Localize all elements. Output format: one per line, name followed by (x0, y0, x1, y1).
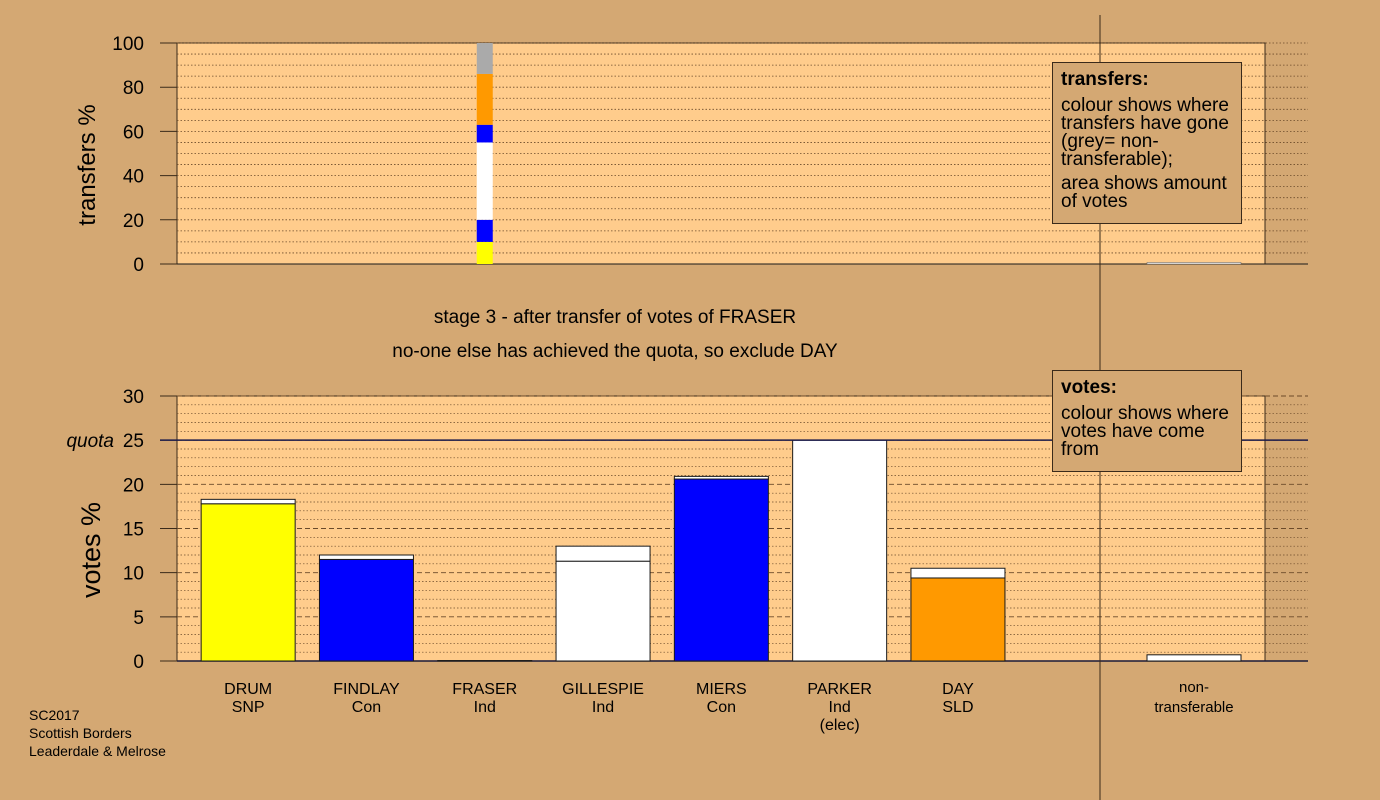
votes-legend-line1: colour shows where votes have come from (1061, 403, 1229, 460)
transfers-legend-line2: area shows amount of votes (1061, 173, 1227, 212)
candidate-party: SNP (232, 699, 265, 716)
candidate-name: FINDLAY (333, 681, 400, 698)
votes-tick-label: 5 (133, 608, 144, 629)
vote-bar (200, 503, 296, 662)
transfers-legend-title: transfers: (1061, 69, 1149, 90)
transfers-tick-label: 60 (123, 122, 144, 143)
quota-label: quota (66, 431, 114, 452)
votes-legend: votes: colour shows where votes have com… (1052, 370, 1242, 472)
candidate-party: SLD (942, 699, 973, 716)
votes-tick-label: 20 (123, 475, 144, 496)
transfer-segment (476, 124, 493, 143)
votes-tick-label: 30 (123, 387, 144, 408)
transfer-segment (476, 73, 493, 125)
stage-caption: stage 3 - after transfer of votes of FRA… (434, 307, 796, 328)
vote-bar-transfer (318, 554, 414, 560)
votes-axis-label: votes % (76, 502, 106, 598)
vote-bar-transfer (910, 567, 1006, 579)
nontransferable-label: non- (1179, 679, 1209, 696)
vote-bar (555, 560, 651, 662)
quota-caption: no-one else has achieved the quota, so e… (392, 341, 838, 362)
vote-bar (910, 577, 1006, 662)
footer-line3: Leaderdale & Melrose (29, 743, 166, 759)
candidate-name: MIERS (696, 681, 747, 698)
candidate-party: Ind (474, 699, 496, 716)
footer: SC2017 Scottish Borders Leaderdale & Mel… (29, 706, 166, 760)
candidate-party: Ind (592, 699, 614, 716)
votes-tick-label: 15 (123, 520, 144, 541)
vote-bar (792, 439, 888, 662)
votes-tick-label: 10 (123, 564, 144, 585)
transfers-tick-label: 80 (123, 78, 144, 99)
vote-bar (318, 558, 414, 662)
transfer-segment (476, 219, 493, 242)
transfer-segment (476, 241, 493, 264)
footer-line2: Scottish Borders (29, 725, 132, 741)
vote-bar-transfer (200, 498, 296, 505)
votes-tick-label: 25 (123, 431, 144, 452)
transfer-nontransferable-stub (1146, 262, 1242, 265)
transfers-axis-label: transfers % (74, 104, 101, 225)
vote-bar (437, 660, 533, 662)
transfers-tick-label: 40 (123, 167, 144, 188)
vote-bar-transfer (673, 475, 769, 480)
candidate-name: GILLESPIE (562, 681, 644, 698)
nontransferable-bar (1146, 654, 1242, 662)
candidate-party: Con (352, 699, 381, 716)
transfers-tick-label: 0 (133, 255, 144, 276)
candidate-name: DRUM (224, 681, 272, 698)
transfers-legend-line1: colour shows where transfers have gone (… (1061, 95, 1229, 170)
transfer-segment (476, 142, 493, 220)
candidate-name: DAY (942, 681, 974, 698)
transfer-segment (476, 43, 493, 74)
candidate-party: Con (707, 699, 736, 716)
transfers-tick-label: 100 (112, 34, 144, 55)
nontransferable-label: transferable (1154, 699, 1233, 716)
transfers-legend: transfers: colour shows where transfers … (1052, 62, 1242, 224)
vote-bar-transfer (555, 545, 651, 562)
vote-bar (673, 478, 769, 662)
candidate-name: FRASER (452, 681, 517, 698)
candidate-party: Ind (829, 699, 851, 716)
candidate-status: (elec) (820, 717, 860, 734)
candidate-name: PARKER (807, 681, 872, 698)
transfers-tick-label: 20 (123, 211, 144, 232)
votes-tick-label: 0 (133, 652, 144, 673)
votes-legend-title: votes: (1061, 377, 1117, 398)
footer-line1: SC2017 (29, 707, 80, 723)
